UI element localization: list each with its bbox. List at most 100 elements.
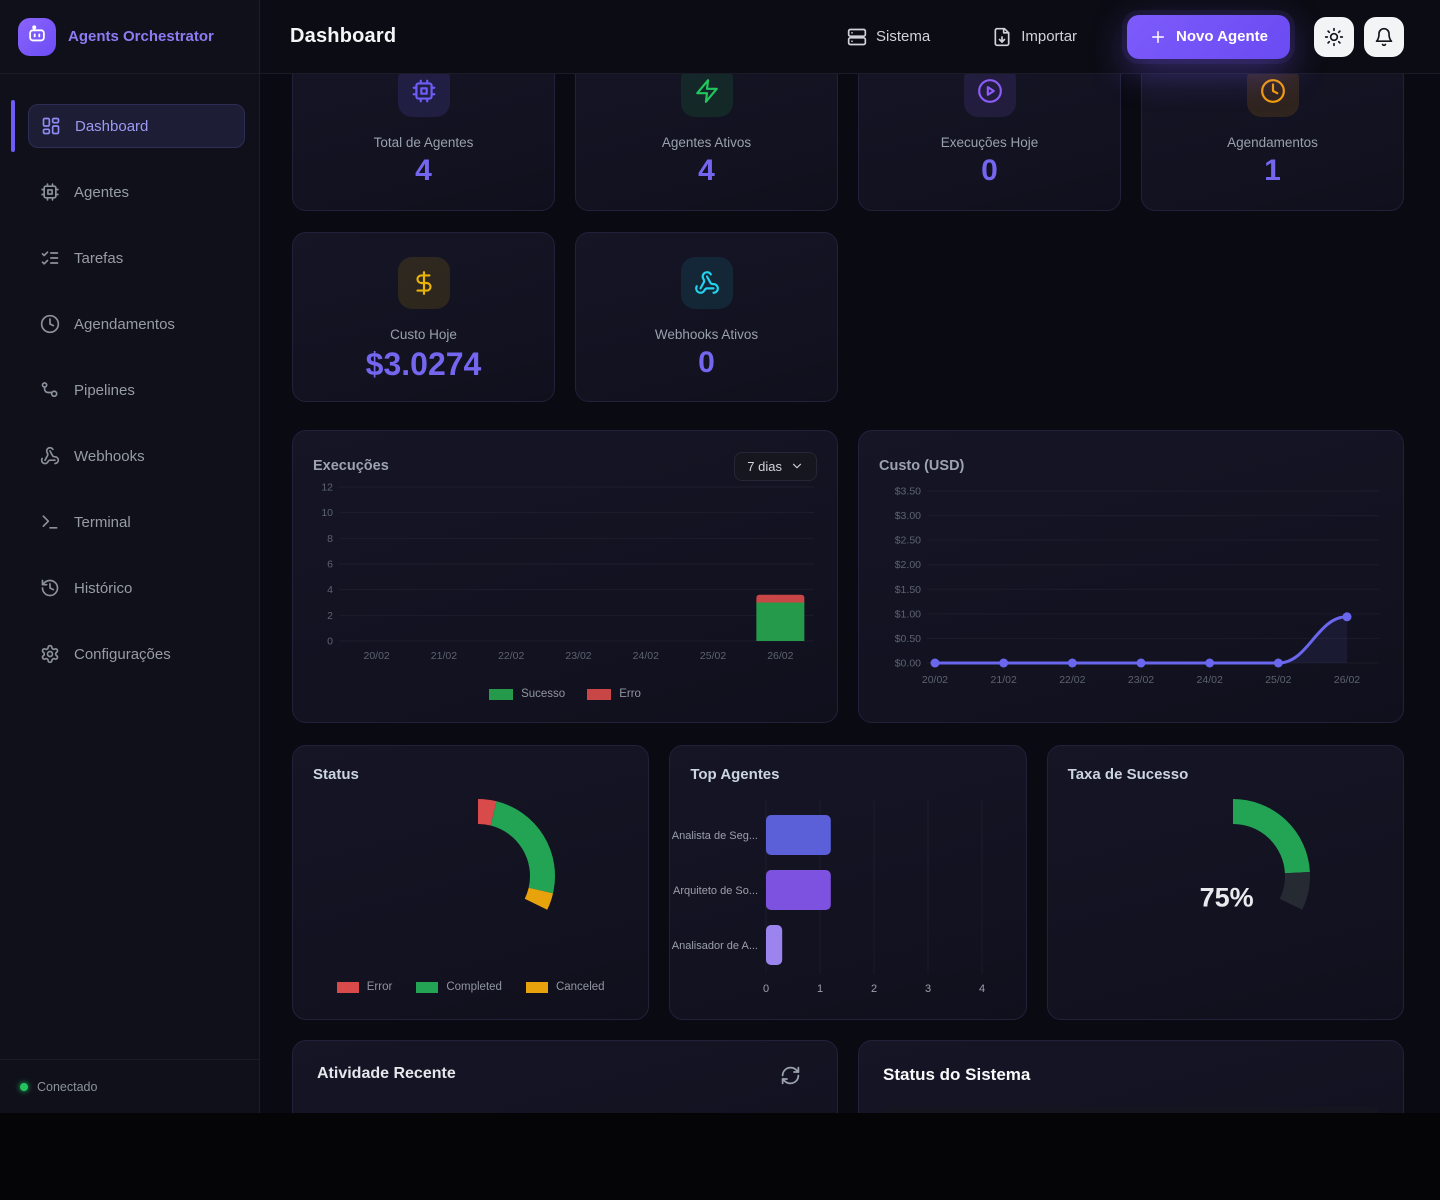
svg-text:Analisador de A...: Analisador de A...: [672, 940, 758, 952]
svg-text:24/02: 24/02: [1197, 674, 1223, 686]
svg-text:23/02: 23/02: [1128, 674, 1154, 686]
svg-text:2: 2: [327, 610, 333, 622]
executions-chart-title: Execuções: [313, 458, 389, 474]
success-rate-title: Taxa de Sucesso: [1067, 766, 1189, 783]
sidebar-item-historico[interactable]: Histórico: [28, 566, 245, 610]
svg-text:0: 0: [763, 983, 769, 995]
success-rate-gauge: [1232, 799, 1310, 910]
novo-agente-label: Novo Agente: [1176, 28, 1268, 45]
svg-text:8: 8: [327, 533, 333, 545]
executions-chart-legend: Sucesso Erro: [313, 688, 817, 700]
sidebar-item-configuracoes[interactable]: Configurações: [28, 632, 245, 676]
header-actions: Sistema Importar Novo Agente: [835, 14, 1404, 59]
refresh-activity-button[interactable]: [780, 1065, 801, 1086]
svg-text:$0.50: $0.50: [895, 633, 921, 645]
sidebar-item-tarefas[interactable]: Tarefas: [28, 236, 245, 280]
stat-card-execucoes-hoje: Execuções Hoje 0: [858, 74, 1121, 211]
webhook-icon: [680, 257, 733, 309]
layout-dashboard-icon: [41, 116, 61, 136]
stat-value: 0: [698, 346, 715, 379]
stats-row-2: Custo Hoje $3.0274 Webhooks Ativos 0: [292, 232, 1404, 402]
stat-label: Webhooks Ativos: [654, 327, 759, 342]
dollar-icon: [397, 257, 450, 309]
svg-text:26/02: 26/02: [1334, 674, 1360, 686]
svg-text:25/02: 25/02: [1265, 674, 1291, 686]
svg-text:23/02: 23/02: [565, 650, 591, 662]
plus-icon: [1149, 28, 1167, 46]
app-logo: [18, 17, 56, 56]
page-title: Dashboard: [290, 25, 397, 47]
sidebar-item-label: Pipelines: [74, 381, 135, 399]
bell-icon: [1374, 27, 1394, 47]
stat-card-agentes-ativos: Agentes Ativos 4: [575, 74, 838, 211]
importar-button[interactable]: Importar: [980, 19, 1089, 55]
theme-toggle-button[interactable]: [1314, 16, 1354, 57]
svg-text:$3.50: $3.50: [895, 486, 921, 498]
svg-text:1: 1: [817, 983, 823, 995]
legend-item: Canceled: [525, 981, 605, 993]
sidebar-item-agendamentos[interactable]: Agendamentos: [28, 302, 245, 346]
clock-icon: [1246, 74, 1299, 117]
legend-item: Sucesso: [489, 688, 565, 700]
status-chart-title: Status: [313, 766, 359, 783]
sidebar-item-agentes[interactable]: Agentes: [28, 170, 245, 214]
stat-label: Agendamentos: [1227, 135, 1318, 150]
clock-icon: [40, 314, 60, 334]
main-content: Total de Agentes 4 Agentes Ativos 4 Execuçõe…: [260, 74, 1440, 1113]
executions-chart: 0 2 4 6 8 10 12 20/02 21/02 22/02 23/02 24/02 25/02 2…: [321, 482, 814, 662]
brand: Agents Orchestrator: [0, 0, 259, 74]
success-rate-card: Taxa de Sucesso 75%: [1046, 745, 1404, 1020]
legend-item: Completed: [416, 981, 502, 993]
svg-text:22/02: 22/02: [1059, 674, 1085, 686]
history-icon: [40, 578, 60, 598]
svg-text:0: 0: [327, 636, 333, 648]
bot-icon: [26, 23, 48, 50]
stat-card-custo-hoje: Custo Hoje $3.0274: [292, 232, 555, 402]
sidebar-item-terminal[interactable]: Terminal: [28, 500, 245, 544]
status-chart-card: Status Error Completed Canceled: [292, 745, 650, 1020]
sidebar-item-label: Agendamentos: [74, 315, 175, 333]
novo-agente-button[interactable]: Novo Agente: [1127, 14, 1290, 59]
svg-text:2: 2: [871, 983, 877, 995]
sidebar-item-label: Dashboard: [75, 117, 149, 135]
svg-text:4: 4: [979, 983, 985, 995]
stat-label: Agentes Ativos: [661, 135, 752, 150]
svg-text:12: 12: [321, 482, 333, 494]
top-agents-chart-card: Top Agentes 0 1 2 3 4 Analista de Seg... Arqui…: [669, 745, 1027, 1020]
webhook-icon: [40, 446, 60, 466]
stat-value: 4: [415, 154, 432, 187]
stat-value: 1: [1264, 154, 1281, 187]
stat-value: 0: [981, 154, 998, 187]
stat-card-total-de-agentes: Total de Agentes 4: [292, 74, 555, 211]
pipeline-icon: [40, 380, 60, 400]
range-select[interactable]: 7 dias: [734, 451, 817, 481]
sidebar-item-dashboard[interactable]: Dashboard: [11, 100, 245, 152]
sidebar-item-pipelines[interactable]: Pipelines: [28, 368, 245, 412]
svg-text:21/02: 21/02: [431, 650, 457, 662]
refresh-icon: [780, 1065, 801, 1086]
sidebar-item-label: Webhooks: [74, 447, 145, 465]
range-select-value: 7 dias: [747, 458, 782, 474]
sidebar-item-label: Tarefas: [74, 249, 124, 267]
notifications-button[interactable]: [1364, 16, 1404, 57]
sidebar-item-webhooks[interactable]: Webhooks: [28, 434, 245, 478]
importar-label: Importar: [1021, 28, 1078, 45]
header: Dashboard Sistema Importar Novo Agente: [260, 0, 1440, 74]
stat-label: Execuções Hoje: [940, 135, 1039, 150]
cost-chart-card: Custo (USD) $0.00 $0.50 $1.00 $1.50 $2.00 $2.…: [858, 430, 1404, 723]
svg-text:25/02: 25/02: [700, 650, 726, 662]
svg-text:24/02: 24/02: [633, 650, 659, 662]
sistema-button[interactable]: Sistema: [835, 19, 942, 55]
svg-text:26/02: 26/02: [767, 650, 793, 662]
legend-item: Erro: [587, 688, 641, 700]
stat-value: $3.0274: [365, 346, 482, 382]
connection-status: Conectado: [0, 1059, 259, 1113]
file-down-icon: [992, 27, 1012, 47]
stat-label: Total de Agentes: [373, 135, 474, 150]
svg-text:10: 10: [321, 507, 333, 519]
svg-text:4: 4: [327, 584, 333, 596]
stats-row-1: Total de Agentes 4 Agentes Ativos 4 Execuçõe…: [292, 74, 1404, 211]
svg-text:$1.50: $1.50: [895, 584, 921, 596]
top-agents-chart: 0 1 2 3 4 Analista de Seg... Arquiteto de So..…: [672, 800, 985, 995]
svg-text:6: 6: [327, 559, 333, 571]
